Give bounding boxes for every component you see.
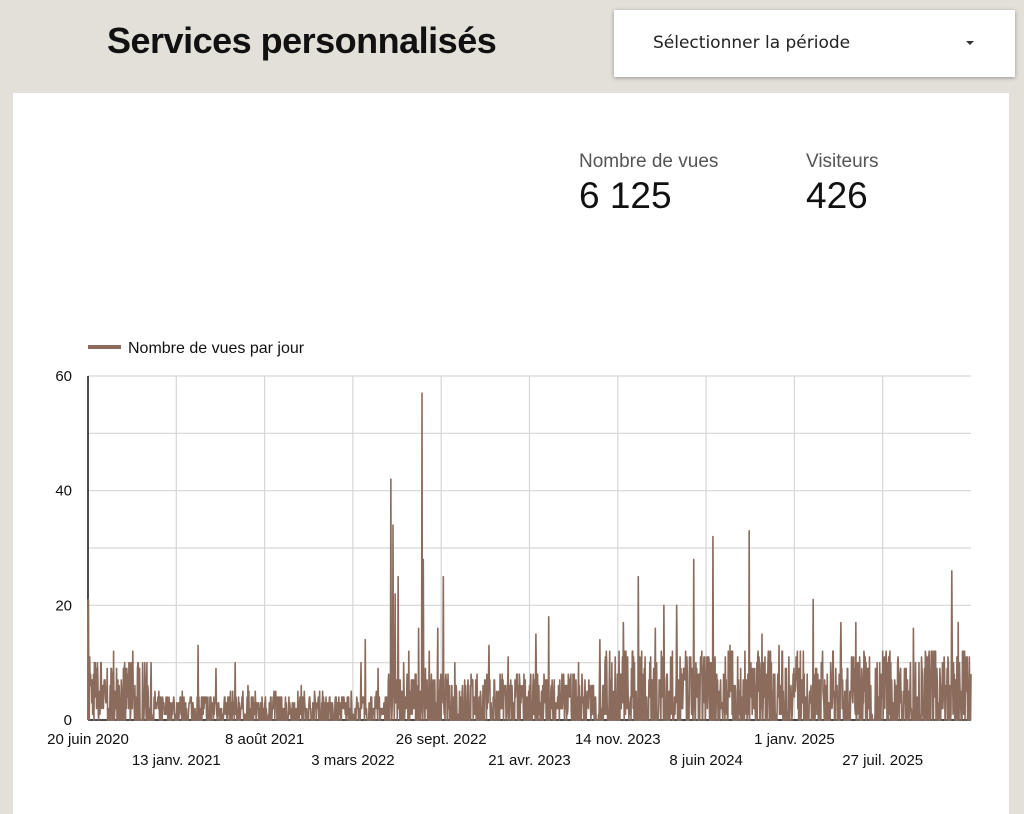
kpi-visitors: Visiteurs 426	[806, 151, 879, 217]
kpi-views-value: 6 125	[579, 175, 672, 216]
y-tick-label: 0	[64, 712, 72, 729]
chevron-down-icon	[966, 41, 974, 45]
kpi-visitors-label: Visiteurs	[806, 151, 879, 172]
x-tick-label: 8 juin 2024	[669, 752, 742, 769]
legend-label: Nombre de vues par jour	[128, 340, 305, 357]
period-select-label: Sélectionner la période	[653, 33, 851, 53]
kpi-visitors-value: 426	[806, 175, 868, 216]
x-tick-label: 14 nov. 2023	[575, 731, 661, 748]
x-tick-label: 20 juin 2020	[47, 731, 129, 748]
x-tick-label: 21 avr. 2023	[488, 752, 571, 769]
x-tick-label: 1 janv. 2025	[754, 731, 835, 748]
x-tick-label: 27 juil. 2025	[842, 752, 923, 769]
x-tick-label: 26 sept. 2022	[396, 731, 487, 748]
y-tick-label: 20	[55, 597, 72, 614]
period-select[interactable]: Sélectionner la période	[614, 10, 1015, 77]
y-tick-label: 40	[55, 483, 72, 500]
kpi-views-label: Nombre de vues	[579, 151, 719, 172]
kpi-views: Nombre de vues 6 125	[579, 151, 718, 217]
series-line-views	[87, 392, 972, 721]
page-title: Services personnalisés	[107, 20, 497, 61]
y-tick-label: 60	[55, 368, 72, 385]
x-tick-label: 3 mars 2022	[311, 752, 394, 769]
x-tick-label: 8 août 2021	[225, 731, 304, 748]
x-tick-label: 13 janv. 2021	[132, 752, 221, 769]
